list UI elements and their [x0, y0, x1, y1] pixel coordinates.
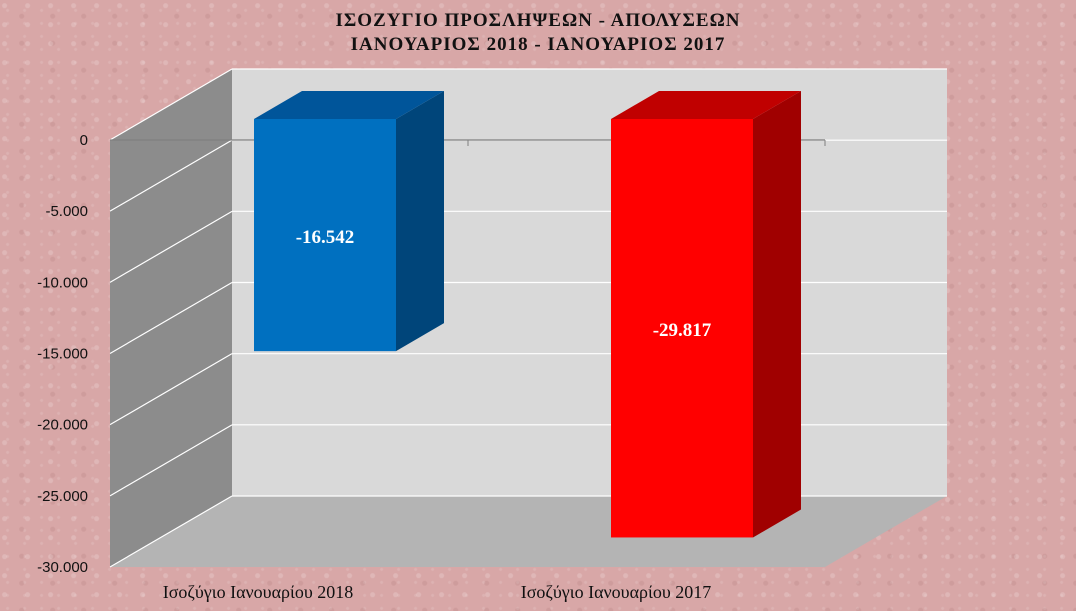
bar-top: [254, 91, 444, 119]
gridline-side: [109, 495, 233, 568]
category-label: Ισοζύγιο Ιανουαρίου 2018: [163, 582, 354, 602]
y-tick-label: -30.000: [37, 559, 88, 576]
gridline-side: [109, 139, 233, 212]
data-label: -16.542: [296, 227, 355, 248]
y-tick-label: -20.000: [37, 417, 88, 434]
y-tick-label: -5.000: [45, 203, 88, 220]
bar-side: [753, 91, 801, 538]
y-tick-label: 0: [80, 132, 88, 149]
bar-top: [611, 91, 801, 119]
category-label: Ισοζύγιο Ιανουαρίου 2017: [521, 582, 712, 602]
chart-subtitle: ΙΑΝΟΥΑΡΙΟΣ 2018 - ΙΑΝΟΥΑΡΙΟΣ 2017: [350, 34, 726, 55]
chart-title: ΙΣΟΖΥΓΙΟ ΠΡΟΣΛΗΨΕΩΝ - ΑΠΟΛΥΣΕΩΝ: [335, 10, 741, 31]
y-tick-label: -15.000: [37, 346, 88, 363]
gridline-side: [109, 281, 233, 355]
gridline-side: [109, 210, 233, 283]
y-tick-label: -25.000: [37, 488, 88, 505]
data-label: -29.817: [653, 320, 712, 341]
bar: [611, 119, 753, 538]
y-tick-label: -10.000: [37, 274, 88, 291]
gridline-side: [109, 353, 233, 426]
bar: [254, 119, 396, 352]
gridline-side: [109, 424, 233, 497]
bar-side: [396, 91, 444, 352]
floor: [110, 496, 947, 567]
gridline-side: [109, 68, 233, 141]
